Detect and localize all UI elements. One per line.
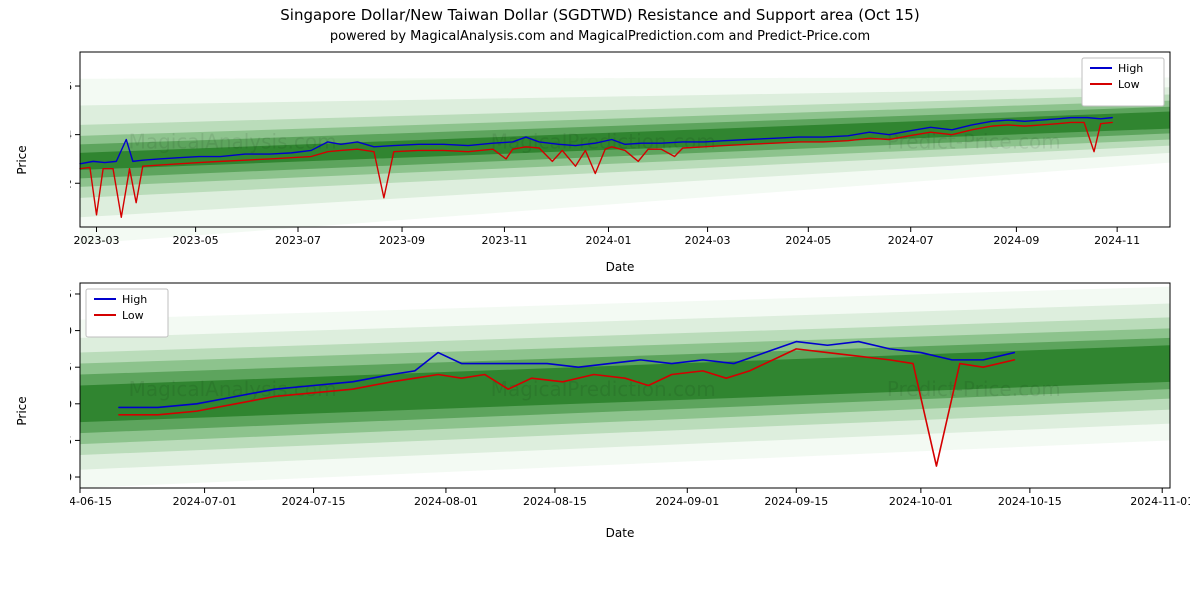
xtick-label: 2024-01 <box>586 234 632 247</box>
bottom-chart-xlabel: Date <box>70 526 1170 540</box>
ytick-label: 26 <box>70 80 72 93</box>
xtick-label: 2024-07-15 <box>282 495 346 508</box>
xtick-label: 2024-09 <box>993 234 1039 247</box>
ytick-label: 25.5 <box>70 288 72 301</box>
chart-subtitle: powered by MagicalAnalysis.com and Magic… <box>0 25 1200 47</box>
top-chart: Price MagicalAnalysis.comMagicalPredicti… <box>70 47 1200 272</box>
ytick-label: 24 <box>70 129 72 142</box>
top-chart-svg: MagicalAnalysis.comMagicalPrediction.com… <box>70 47 1190 252</box>
bottom-chart-ylabel: Price <box>15 396 29 425</box>
xtick-label: 2024-09-01 <box>655 495 719 508</box>
ytick-label: 25.0 <box>70 325 72 338</box>
top-chart-xlabel: Date <box>70 260 1170 274</box>
xtick-label: 2024-03 <box>685 234 731 247</box>
chart-title: Singapore Dollar/New Taiwan Dollar (SGDT… <box>0 0 1200 25</box>
xtick-label: 2023-11 <box>481 234 527 247</box>
ytick-label: 23.0 <box>70 471 72 484</box>
xtick-label: 2024-05 <box>785 234 831 247</box>
bottom-chart-svg: MagicalAnalysis.comMagicalPrediction.com… <box>70 278 1190 518</box>
ytick-label: 24.5 <box>70 361 72 374</box>
xtick-label: 2023-09 <box>379 234 425 247</box>
watermark-text: Predict-Price.com <box>887 129 1061 153</box>
watermark-text: Predict-Price.com <box>887 377 1061 401</box>
ytick-label: 24.0 <box>70 398 72 411</box>
xtick-label: 2023-07 <box>275 234 321 247</box>
xtick-label: 2024-07-01 <box>173 495 237 508</box>
ytick-label: 23.5 <box>70 434 72 447</box>
xtick-label: 2023-05 <box>173 234 219 247</box>
xtick-label: 2024-08-15 <box>523 495 587 508</box>
top-chart-ylabel: Price <box>15 145 29 174</box>
xtick-label: 2024-11-01 <box>1130 495 1190 508</box>
legend-label: High <box>122 293 147 306</box>
xtick-label: 2024-11 <box>1094 234 1140 247</box>
xtick-label: 2024-06-15 <box>70 495 112 508</box>
ytick-label: 22 <box>70 177 72 190</box>
xtick-label: 2024-09-15 <box>764 495 828 508</box>
legend-label: Low <box>1118 78 1140 91</box>
bottom-chart: Price MagicalAnalysis.comMagicalPredicti… <box>70 278 1200 543</box>
xtick-label: 2023-03 <box>74 234 120 247</box>
legend-label: High <box>1118 62 1143 75</box>
xtick-label: 2024-08-01 <box>414 495 478 508</box>
xtick-label: 2024-10-15 <box>998 495 1062 508</box>
xtick-label: 2024-07 <box>888 234 934 247</box>
watermark-text: MagicalAnalysis.com <box>129 129 337 153</box>
watermark-text: MagicalPrediction.com <box>491 377 716 401</box>
xtick-label: 2024-10-01 <box>889 495 953 508</box>
legend-label: Low <box>122 309 144 322</box>
